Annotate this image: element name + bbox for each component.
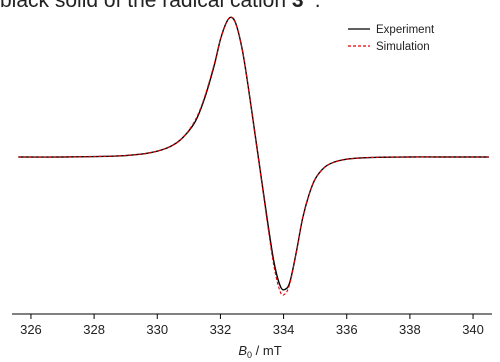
series-line-simulation: [18, 16, 489, 296]
x-axis-title: B0 / mT: [238, 343, 281, 360]
legend: Experiment Simulation: [348, 24, 435, 53]
x-tick-label: 338: [399, 322, 421, 337]
x-tick-label: 330: [146, 322, 168, 337]
figure-caption: black solid of the radical cation 3•+.: [0, 0, 321, 13]
legend-label-experiment: Experiment: [376, 24, 435, 36]
x-tick-label: 326: [20, 322, 42, 337]
legend-label-simulation: Simulation: [376, 41, 430, 53]
caption-compound: 3: [291, 0, 304, 12]
x-tick-label: 340: [462, 322, 484, 337]
caption-end: .: [314, 0, 321, 12]
caption-text: black solid of the radical cation: [0, 0, 292, 12]
x-tick-label: 334: [273, 322, 295, 337]
x-axis-ticks: 326 328 330 332 334 336 338 340: [20, 314, 484, 337]
series-layer: [18, 16, 489, 296]
x-tick-label: 328: [83, 322, 105, 337]
caption-superscript: •+: [304, 0, 315, 2]
x-tick-label: 332: [210, 322, 232, 337]
x-tick-label: 336: [336, 322, 358, 337]
series-line-experiment: [18, 16, 489, 291]
